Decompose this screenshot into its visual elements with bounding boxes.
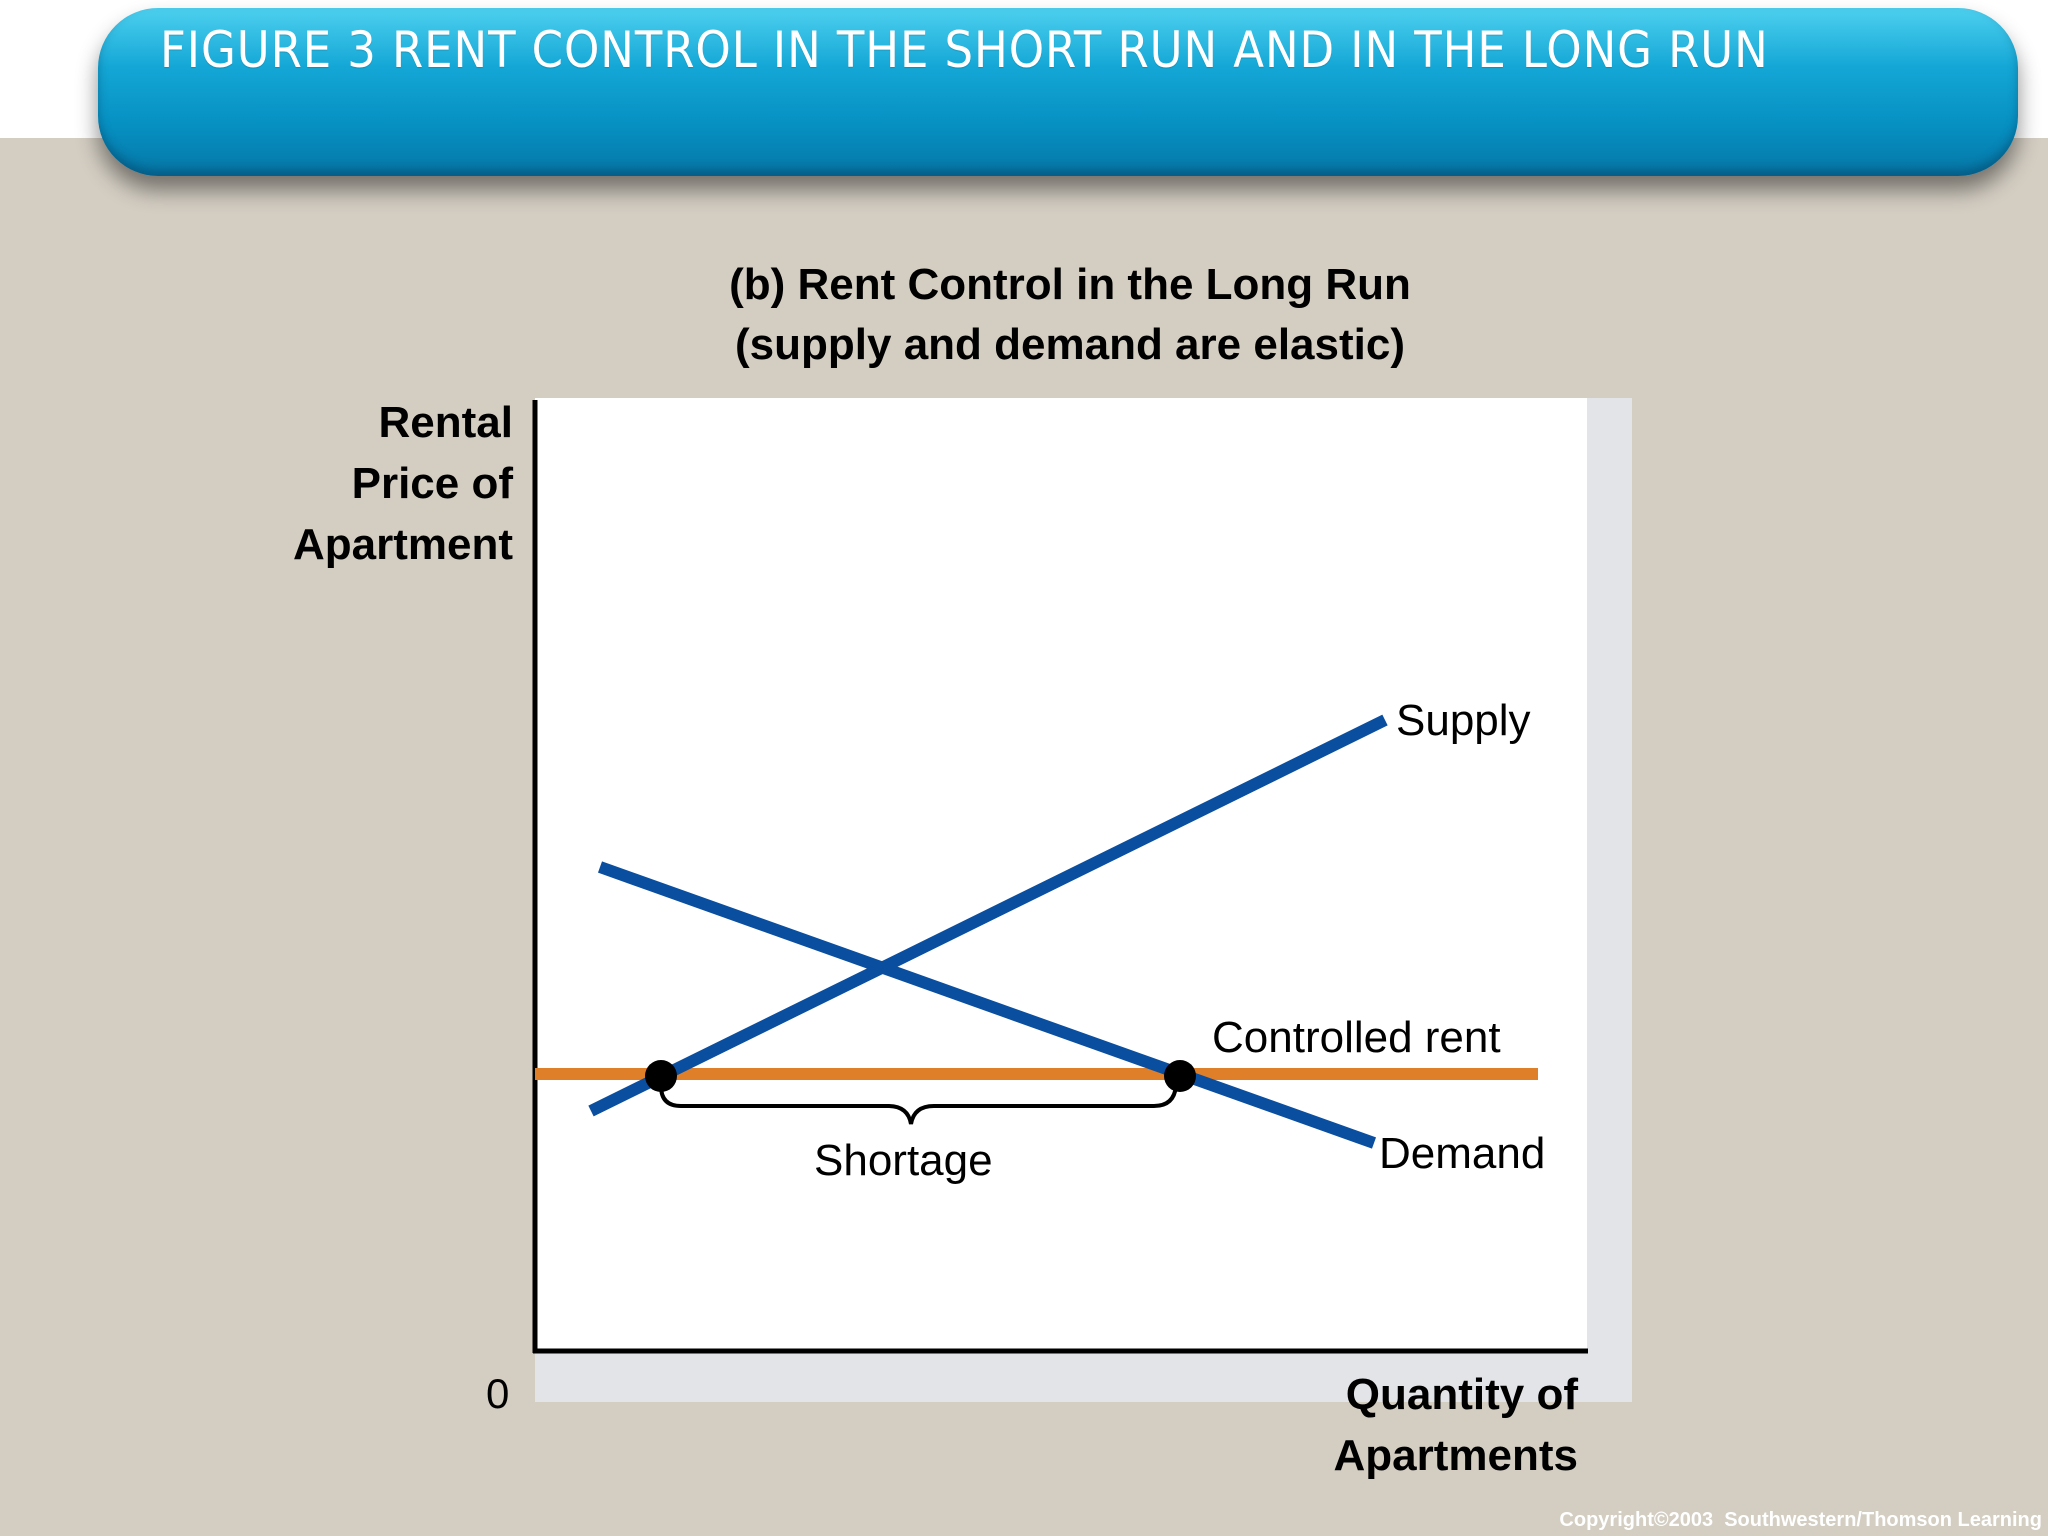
y-axis-label-line-2: Price of: [351, 459, 513, 508]
supply-curve: [588, 714, 1388, 1117]
x-axis-label-line-1: Quantity of: [1345, 1370, 1578, 1419]
subtitle-line-2: (supply and demand are elastic): [735, 320, 1405, 369]
demand-label: Demand: [1379, 1129, 1545, 1178]
controlled-rent-label: Controlled rent: [1212, 1013, 1501, 1062]
supply-label: Supply: [1396, 696, 1531, 745]
quantity-demanded-point: [1164, 1060, 1196, 1092]
slide-title: Figure 3 Rent Control in the Short Run a…: [160, 21, 1769, 79]
x-axis-label-line-2: Apartments: [1333, 1431, 1579, 1480]
quantity-supplied-point: [645, 1060, 677, 1092]
demand-curve: [597, 861, 1377, 1149]
y-axis-label-line-1: Rental: [378, 398, 513, 447]
shortage-brace: [659, 1085, 1178, 1125]
subtitle-line-1: (b) Rent Control in the Long Run: [729, 260, 1411, 309]
shortage-label: Shortage: [814, 1136, 993, 1185]
y-axis-label-line-3: Apartment: [292, 520, 513, 569]
figure-subtitle: (b) Rent Control in the Long Run (supply…: [560, 255, 1580, 375]
x-axis-label: Quantity of Apartments: [1178, 1364, 1579, 1486]
title-banner: [98, 8, 2018, 176]
copyright-notice: Copyright©2003 Southwestern/Thomson Lear…: [1559, 1509, 2042, 1531]
y-axis-label: Rental Price of Apartment: [213, 392, 513, 575]
origin-label: 0: [486, 1370, 510, 1417]
